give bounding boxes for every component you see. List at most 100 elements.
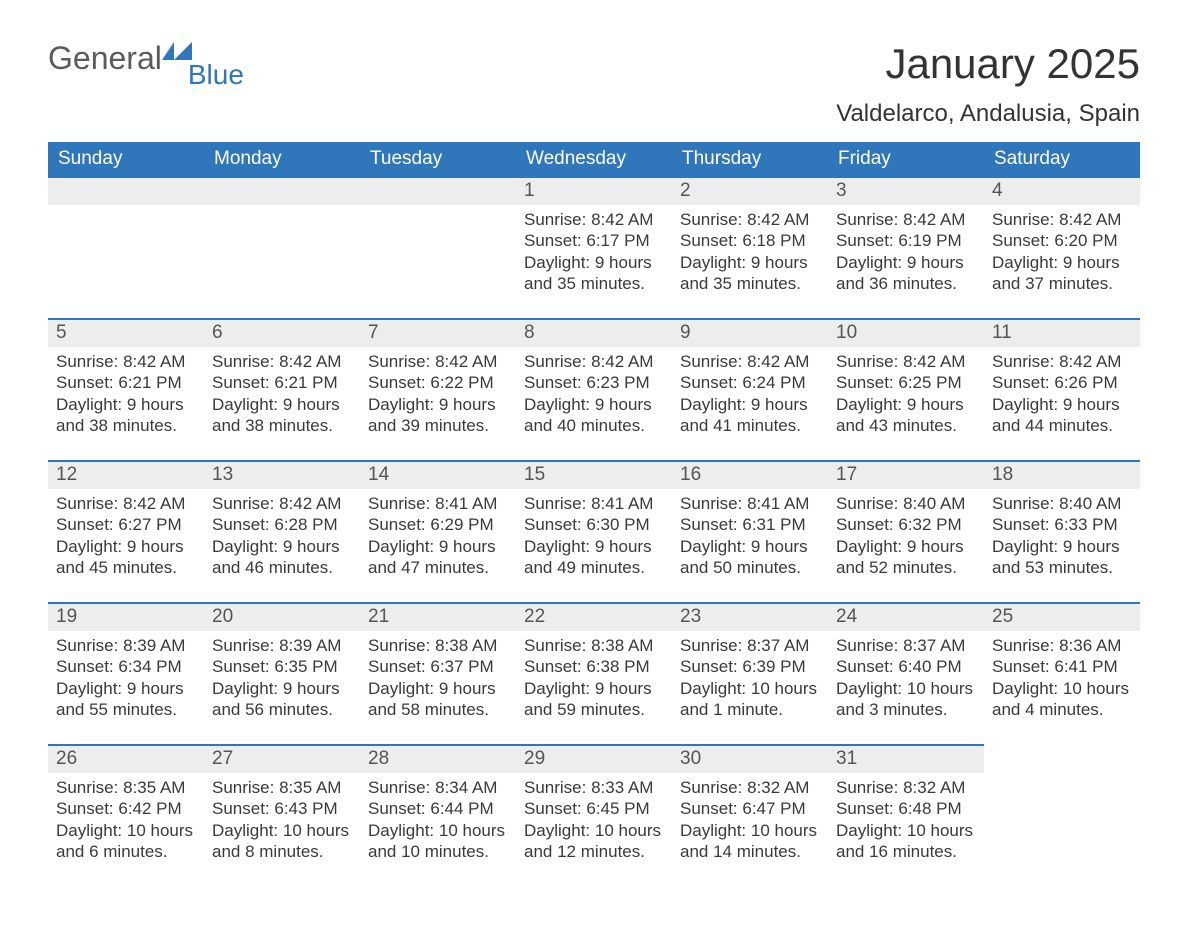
- sunset-line: Sunset: 6:38 PM: [524, 656, 664, 677]
- sunset-line: Sunset: 6:25 PM: [836, 372, 976, 393]
- day-number: 4: [984, 176, 1140, 205]
- logo-word-1: General: [48, 40, 162, 77]
- day-number: 17: [828, 460, 984, 489]
- day-header: Sunday: [48, 142, 204, 176]
- calendar-cell: 4Sunrise: 8:42 AMSunset: 6:20 PMDaylight…: [984, 176, 1140, 318]
- calendar-cell: 19Sunrise: 8:39 AMSunset: 6:34 PMDayligh…: [48, 602, 204, 744]
- sunset-line: Sunset: 6:28 PM: [212, 514, 352, 535]
- empty-day-bar: [204, 176, 360, 205]
- day-number: 27: [204, 744, 360, 773]
- day-details: Sunrise: 8:42 AMSunset: 6:19 PMDaylight:…: [828, 205, 984, 304]
- sunset-line: Sunset: 6:33 PM: [992, 514, 1132, 535]
- daylight-line: Daylight: 10 hours and 1 minute.: [680, 678, 820, 721]
- calendar-cell: 25Sunrise: 8:36 AMSunset: 6:41 PMDayligh…: [984, 602, 1140, 744]
- calendar-cell: 2Sunrise: 8:42 AMSunset: 6:18 PMDaylight…: [672, 176, 828, 318]
- day-details: Sunrise: 8:41 AMSunset: 6:31 PMDaylight:…: [672, 489, 828, 588]
- day-details: Sunrise: 8:42 AMSunset: 6:21 PMDaylight:…: [204, 347, 360, 446]
- day-details: Sunrise: 8:37 AMSunset: 6:40 PMDaylight:…: [828, 631, 984, 730]
- day-details: Sunrise: 8:42 AMSunset: 6:24 PMDaylight:…: [672, 347, 828, 446]
- sunset-line: Sunset: 6:37 PM: [368, 656, 508, 677]
- calendar-cell: 21Sunrise: 8:38 AMSunset: 6:37 PMDayligh…: [360, 602, 516, 744]
- calendar-cell: 11Sunrise: 8:42 AMSunset: 6:26 PMDayligh…: [984, 318, 1140, 460]
- day-number: 5: [48, 318, 204, 347]
- calendar-cell: 26Sunrise: 8:35 AMSunset: 6:42 PMDayligh…: [48, 744, 204, 886]
- daylight-line: Daylight: 9 hours and 38 minutes.: [212, 394, 352, 437]
- sunset-line: Sunset: 6:26 PM: [992, 372, 1132, 393]
- calendar-cell: 3Sunrise: 8:42 AMSunset: 6:19 PMDaylight…: [828, 176, 984, 318]
- calendar-cell: 27Sunrise: 8:35 AMSunset: 6:43 PMDayligh…: [204, 744, 360, 886]
- daylight-line: Daylight: 9 hours and 35 minutes.: [524, 252, 664, 295]
- day-details: Sunrise: 8:42 AMSunset: 6:26 PMDaylight:…: [984, 347, 1140, 446]
- sunrise-line: Sunrise: 8:38 AM: [368, 635, 508, 656]
- day-details: Sunrise: 8:36 AMSunset: 6:41 PMDaylight:…: [984, 631, 1140, 730]
- calendar-cell: 20Sunrise: 8:39 AMSunset: 6:35 PMDayligh…: [204, 602, 360, 744]
- daylight-line: Daylight: 10 hours and 12 minutes.: [524, 820, 664, 863]
- calendar-cell: 1Sunrise: 8:42 AMSunset: 6:17 PMDaylight…: [516, 176, 672, 318]
- day-details: Sunrise: 8:38 AMSunset: 6:37 PMDaylight:…: [360, 631, 516, 730]
- sunrise-line: Sunrise: 8:40 AM: [836, 493, 976, 514]
- day-number: 21: [360, 602, 516, 631]
- calendar-cell: [360, 176, 516, 318]
- day-header: Friday: [828, 142, 984, 176]
- day-number: 9: [672, 318, 828, 347]
- calendar-cell: 14Sunrise: 8:41 AMSunset: 6:29 PMDayligh…: [360, 460, 516, 602]
- sunrise-line: Sunrise: 8:37 AM: [680, 635, 820, 656]
- daylight-line: Daylight: 10 hours and 6 minutes.: [56, 820, 196, 863]
- day-number: 10: [828, 318, 984, 347]
- day-number: 26: [48, 744, 204, 773]
- calendar-cell: 22Sunrise: 8:38 AMSunset: 6:38 PMDayligh…: [516, 602, 672, 744]
- calendar-cell: 5Sunrise: 8:42 AMSunset: 6:21 PMDaylight…: [48, 318, 204, 460]
- day-details: Sunrise: 8:40 AMSunset: 6:33 PMDaylight:…: [984, 489, 1140, 588]
- sunrise-line: Sunrise: 8:42 AM: [836, 351, 976, 372]
- daylight-line: Daylight: 9 hours and 50 minutes.: [680, 536, 820, 579]
- day-number: 2: [672, 176, 828, 205]
- day-number: 16: [672, 460, 828, 489]
- calendar-cell: 18Sunrise: 8:40 AMSunset: 6:33 PMDayligh…: [984, 460, 1140, 602]
- sunrise-line: Sunrise: 8:36 AM: [992, 635, 1132, 656]
- sunrise-line: Sunrise: 8:42 AM: [680, 209, 820, 230]
- sunset-line: Sunset: 6:48 PM: [836, 798, 976, 819]
- daylight-line: Daylight: 10 hours and 10 minutes.: [368, 820, 508, 863]
- sunset-line: Sunset: 6:40 PM: [836, 656, 976, 677]
- calendar-cell: 13Sunrise: 8:42 AMSunset: 6:28 PMDayligh…: [204, 460, 360, 602]
- day-details: Sunrise: 8:42 AMSunset: 6:21 PMDaylight:…: [48, 347, 204, 446]
- sunset-line: Sunset: 6:27 PM: [56, 514, 196, 535]
- daylight-line: Daylight: 9 hours and 52 minutes.: [836, 536, 976, 579]
- day-header: Monday: [204, 142, 360, 176]
- sunrise-line: Sunrise: 8:42 AM: [524, 209, 664, 230]
- sunrise-line: Sunrise: 8:42 AM: [992, 351, 1132, 372]
- sunrise-line: Sunrise: 8:35 AM: [212, 777, 352, 798]
- logo: General Blue: [48, 40, 256, 77]
- sunset-line: Sunset: 6:31 PM: [680, 514, 820, 535]
- sunset-line: Sunset: 6:44 PM: [368, 798, 508, 819]
- day-details: Sunrise: 8:35 AMSunset: 6:43 PMDaylight:…: [204, 773, 360, 872]
- calendar-cell: 29 Sunrise: 8:33 AMSunset: 6:45 PMDayligh…: [516, 744, 672, 886]
- day-number: 19: [48, 602, 204, 631]
- empty-day-bar: [48, 176, 204, 205]
- sunrise-line: Sunrise: 8:38 AM: [524, 635, 664, 656]
- calendar-cell: 10Sunrise: 8:42 AMSunset: 6:25 PMDayligh…: [828, 318, 984, 460]
- day-number: 25: [984, 602, 1140, 631]
- empty-day-bar: [360, 176, 516, 205]
- sunrise-line: Sunrise: 8:42 AM: [212, 351, 352, 372]
- day-details: Sunrise: 8:41 AMSunset: 6:30 PMDaylight:…: [516, 489, 672, 588]
- day-number: 30: [672, 744, 828, 773]
- sunset-line: Sunset: 6:19 PM: [836, 230, 976, 251]
- calendar-body: 1Sunrise: 8:42 AMSunset: 6:17 PMDaylight…: [48, 176, 1140, 886]
- calendar-cell: [48, 176, 204, 318]
- day-details: Sunrise: 8:34 AMSunset: 6:44 PMDaylight:…: [360, 773, 516, 872]
- day-header: Wednesday: [516, 142, 672, 176]
- day-details: Sunrise: 8:35 AMSunset: 6:42 PMDaylight:…: [48, 773, 204, 872]
- day-number: 18: [984, 460, 1140, 489]
- sunset-line: Sunset: 6:45 PM: [524, 798, 664, 819]
- day-number: 29: [516, 744, 672, 773]
- day-details: Sunrise: 8:38 AMSunset: 6:38 PMDaylight:…: [516, 631, 672, 730]
- sunrise-line: Sunrise: 8:42 AM: [992, 209, 1132, 230]
- sunset-line: Sunset: 6:29 PM: [368, 514, 508, 535]
- sunset-line: Sunset: 6:23 PM: [524, 372, 664, 393]
- sunrise-line: Sunrise: 8:42 AM: [56, 351, 196, 372]
- day-details: Sunrise: 8:42 AMSunset: 6:22 PMDaylight:…: [360, 347, 516, 446]
- daylight-line: Daylight: 10 hours and 3 minutes.: [836, 678, 976, 721]
- sunrise-line: Sunrise: 8:42 AM: [212, 493, 352, 514]
- sunrise-line: Sunrise: 8:33 AM: [524, 777, 664, 798]
